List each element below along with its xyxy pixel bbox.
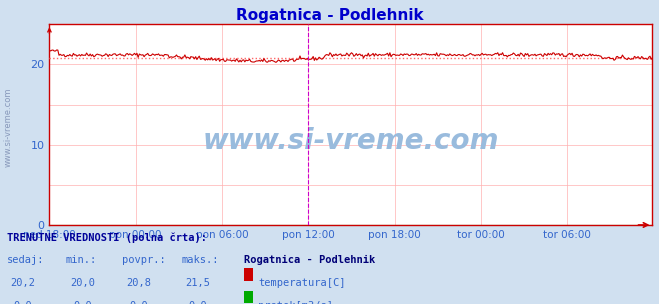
Text: povpr.:: povpr.: xyxy=(122,255,165,265)
Text: 20,0: 20,0 xyxy=(70,278,95,288)
Text: Rogatnica - Podlehnik: Rogatnica - Podlehnik xyxy=(236,8,423,22)
Text: 0,0: 0,0 xyxy=(73,301,92,304)
Text: 0,0: 0,0 xyxy=(14,301,32,304)
Text: www.si-vreme.com: www.si-vreme.com xyxy=(203,127,499,155)
Text: sedaj:: sedaj: xyxy=(7,255,44,265)
Text: Rogatnica - Podlehnik: Rogatnica - Podlehnik xyxy=(244,255,375,265)
Text: temperatura[C]: temperatura[C] xyxy=(258,278,346,288)
Text: 0,0: 0,0 xyxy=(188,301,207,304)
Text: 21,5: 21,5 xyxy=(185,278,210,288)
Text: 20,8: 20,8 xyxy=(126,278,151,288)
Text: 0,0: 0,0 xyxy=(129,301,148,304)
Text: pretok[m3/s]: pretok[m3/s] xyxy=(258,301,333,304)
Text: 20,2: 20,2 xyxy=(11,278,36,288)
Text: TRENUTNE VREDNOSTI (polna črta):: TRENUTNE VREDNOSTI (polna črta): xyxy=(7,233,206,243)
Text: maks.:: maks.: xyxy=(181,255,219,265)
Text: min.:: min.: xyxy=(66,255,97,265)
Text: www.si-vreme.com: www.si-vreme.com xyxy=(3,88,13,168)
